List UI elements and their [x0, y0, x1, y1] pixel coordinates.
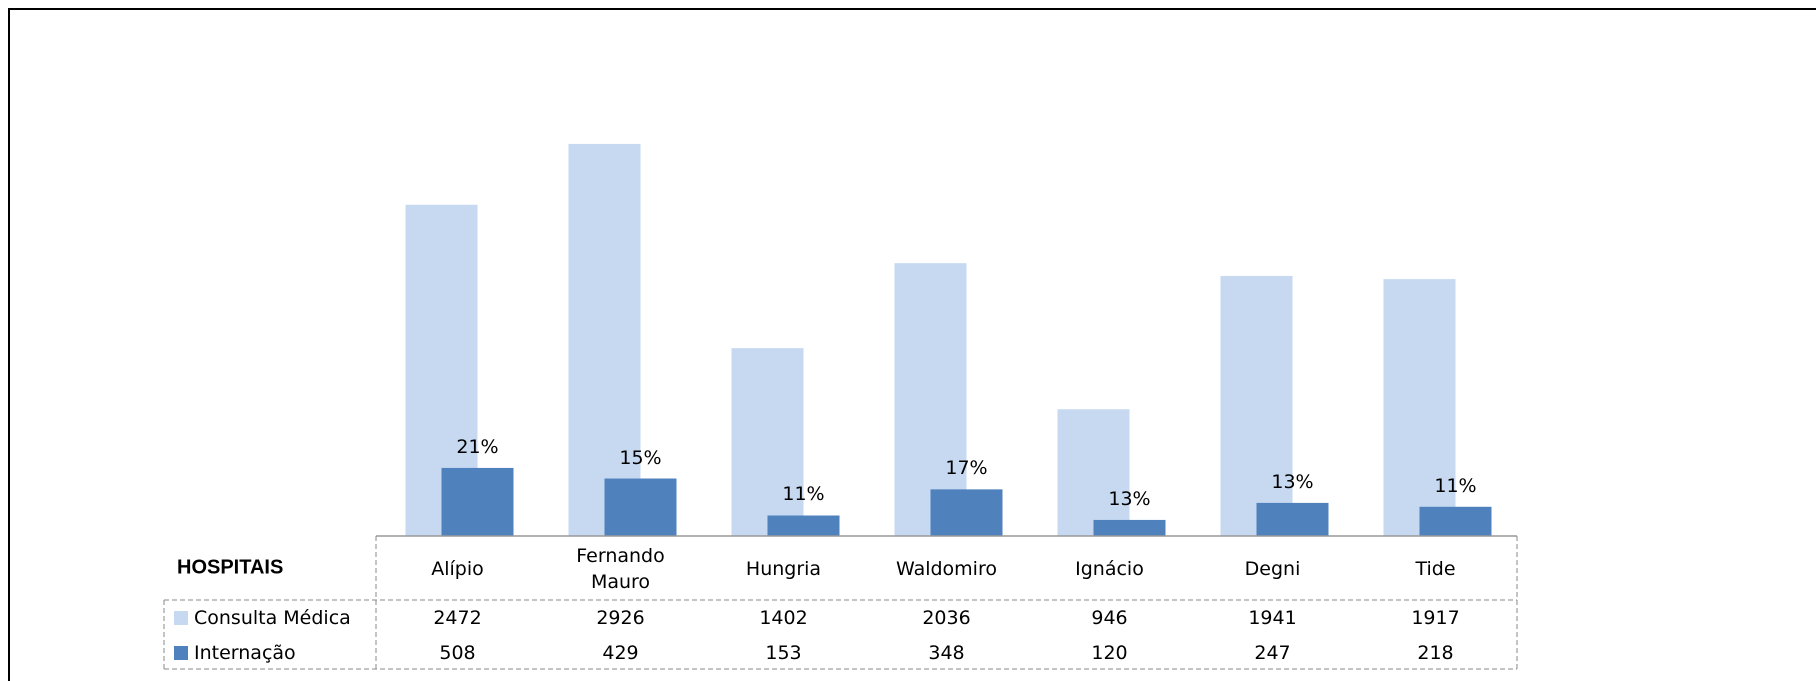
table-value: 946 — [1091, 607, 1128, 629]
data-label: 15% — [619, 446, 662, 469]
table-value: 2926 — [596, 607, 645, 629]
bar — [1057, 409, 1130, 536]
bar — [1383, 279, 1456, 536]
table-value: 120 — [1091, 642, 1128, 664]
x-tick-label: Hungria — [745, 558, 822, 580]
x-tick-label: Degni — [1244, 558, 1301, 580]
x-tick-label: Alípio — [431, 558, 484, 580]
legend-swatch — [174, 646, 188, 660]
data-label: 17% — [945, 457, 988, 480]
table-value: 508 — [439, 642, 476, 664]
table-value: 218 — [1417, 642, 1454, 664]
table-value: 247 — [1254, 642, 1291, 664]
legend-swatch — [174, 611, 188, 625]
bar — [1419, 506, 1492, 536]
bar — [930, 489, 1003, 536]
data-label: 21% — [456, 435, 499, 458]
legend-label: Internação — [194, 642, 296, 664]
bar — [1220, 275, 1293, 536]
bar — [1256, 502, 1329, 536]
table-header: HOSPITAIS — [177, 556, 284, 579]
table-value: 2036 — [922, 607, 971, 629]
data-label: 13% — [1108, 487, 1151, 510]
table-value: 1917 — [1411, 607, 1460, 629]
table-value: 2472 — [433, 607, 482, 629]
table-value: 429 — [602, 642, 639, 664]
x-tick-label: Tide — [1415, 558, 1456, 580]
table-value: 153 — [765, 642, 802, 664]
bar — [604, 478, 677, 536]
x-tick-label: Fernando Mauro — [576, 545, 665, 593]
table-value: 1402 — [759, 607, 808, 629]
table-value: 1941 — [1248, 607, 1297, 629]
bar — [441, 467, 514, 536]
bar — [568, 143, 641, 536]
data-label: 11% — [1434, 474, 1477, 497]
data-label: 11% — [782, 483, 825, 506]
legend-label: Consulta Médica — [194, 607, 351, 629]
x-tick-label: Ignácio — [1075, 558, 1144, 580]
bar — [731, 348, 804, 536]
table-value: 348 — [928, 642, 965, 664]
bar — [1093, 519, 1166, 536]
chart-border — [8, 8, 1816, 681]
x-tick-label: Waldomiro — [896, 558, 997, 580]
bar — [767, 515, 840, 536]
data-label: 13% — [1271, 470, 1314, 493]
